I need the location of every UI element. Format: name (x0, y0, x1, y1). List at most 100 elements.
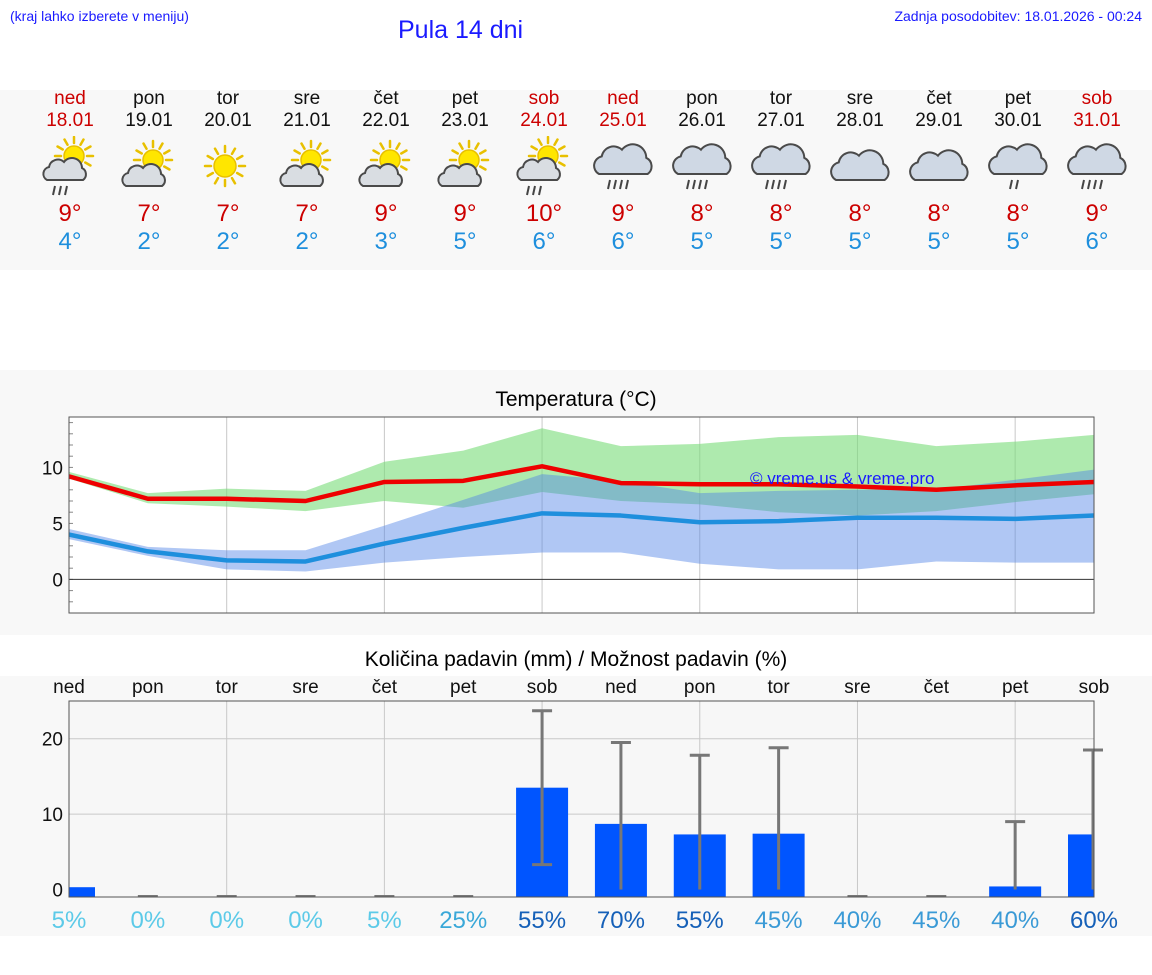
min-temp-line (68, 511, 1095, 564)
max-temp: 8° (690, 200, 714, 227)
day-name: pet (1004, 88, 1032, 109)
day-label: tor (768, 677, 791, 698)
max-temp: 10° (525, 200, 563, 227)
daily-forecast: ned 18.01 9° 4° pon 19.01 7° 2° tor 20.01 7° 2° sre 2… (30, 88, 1137, 256)
min-temp: 5° (1006, 228, 1030, 255)
day-column: čet 29.01 8° 5° (899, 88, 979, 256)
min-temp: 2° (295, 228, 319, 255)
day-label: čet (372, 677, 398, 698)
day-label: ned (605, 677, 637, 698)
y-tick-label: 0 (52, 880, 63, 901)
day-name: sre (846, 88, 874, 109)
max-temp: 8° (1006, 200, 1030, 227)
min-temp: 6° (611, 228, 635, 255)
min-temp: 5° (927, 228, 951, 255)
max-temp: 7° (295, 200, 319, 227)
rain-chance-label: 45% (912, 907, 960, 934)
y-tick-label: 20 (42, 730, 63, 751)
day-date: 27.01 (757, 110, 805, 131)
day-name: sre (293, 88, 321, 109)
cloud-icon (820, 132, 900, 200)
day-date: 22.01 (362, 110, 410, 131)
max-temp: 8° (927, 200, 951, 227)
rain-chance-label: 45% (755, 907, 803, 934)
day-name: sob (528, 88, 560, 109)
sun-cloud-rain-icon (30, 132, 110, 200)
day-label: tor (216, 677, 239, 698)
day-date: 21.01 (283, 110, 331, 131)
min-temp: 5° (690, 228, 714, 255)
rain-chance-label: 55% (518, 907, 566, 934)
plot-frame (68, 416, 1095, 614)
max-temp: 7° (137, 200, 161, 227)
day-date: 26.01 (678, 110, 726, 131)
day-label: sre (292, 677, 318, 698)
max-temp: 9° (374, 200, 398, 227)
day-label: pon (132, 677, 164, 698)
day-column: čet 22.01 9° 3° (346, 88, 426, 256)
day-label: čet (924, 677, 950, 698)
day-name: ned (54, 88, 86, 109)
day-date: 29.01 (915, 110, 963, 131)
sun-cloud-icon (109, 132, 189, 200)
rain-chance-label: 25% (439, 907, 487, 934)
day-name: tor (769, 88, 793, 109)
day-name: tor (216, 88, 240, 109)
min-temp: 2° (216, 228, 240, 255)
day-name: pon (133, 88, 165, 109)
region-menu-note[interactable]: (kraj lahko izberete v meniju) (10, 8, 189, 24)
rain-chance-label: 0% (209, 907, 244, 934)
min-temp: 2° (137, 228, 161, 255)
sun-cloud-icon (346, 132, 426, 200)
day-column: ned 25.01 9° 6° (583, 88, 663, 256)
plot-frame (68, 700, 1095, 898)
min-temp: 5° (848, 228, 872, 255)
max-temp: 7° (216, 200, 240, 227)
max-temp: 9° (453, 200, 477, 227)
rain-chance-label: 70% (597, 907, 645, 934)
rain-chance-label: 5% (52, 907, 87, 934)
cloud-rain-icon (741, 132, 821, 200)
min-temp: 5° (769, 228, 793, 255)
cloud-light-rain-icon (978, 132, 1058, 200)
min-temp: 6° (532, 228, 556, 255)
min-temp: 4° (58, 228, 82, 255)
day-column: tor 27.01 8° 5° (741, 88, 821, 256)
day-name: ned (607, 88, 639, 109)
max-temp: 8° (848, 200, 872, 227)
min-range-band (69, 469, 1094, 572)
min-temp: 5° (453, 228, 477, 255)
max-range-band (69, 428, 1094, 516)
rain-chance-label: 60% (1070, 907, 1118, 934)
day-date: 28.01 (836, 110, 884, 131)
day-column: sob 31.01 9° 6° (1057, 88, 1137, 256)
cloud-rain-icon (583, 132, 663, 200)
rain-chance-label: 0% (131, 907, 166, 934)
day-name: pon (686, 88, 718, 109)
day-column: sob 24.01 10° 6° (504, 88, 584, 256)
day-label: sob (1079, 677, 1110, 698)
precipitation-chart: ned pon tor sre čet pet sob ned pon tor sre čet pet s… (42, 677, 1118, 934)
sun-cloud-icon (425, 132, 505, 200)
day-date: 18.01 (46, 110, 94, 131)
precipitation-chart-title: Količina padavin (mm) / Možnost padavin … (364, 648, 788, 671)
min-temp: 6° (1085, 228, 1109, 255)
y-tick-label: 10 (42, 805, 63, 826)
rain-chance-label: 55% (676, 907, 724, 934)
day-name: čet (926, 88, 952, 109)
day-column: tor 20.01 7° 2° (188, 88, 268, 256)
day-column: pon 19.01 7° 2° (109, 88, 189, 256)
max-temp: 9° (58, 200, 82, 227)
day-date: 23.01 (441, 110, 489, 131)
cloud-rain-icon (662, 132, 742, 200)
rain-chance-label: 0% (288, 907, 323, 934)
cloud-icon (899, 132, 979, 200)
sun-cloud-rain-icon (504, 132, 584, 200)
rain-chance-label: 40% (833, 907, 881, 934)
day-column: ned 18.01 9° 4° (30, 88, 110, 256)
day-date: 19.01 (125, 110, 173, 131)
max-temp: 8° (769, 200, 793, 227)
sun-cloud-icon (267, 132, 347, 200)
day-label: pon (684, 677, 716, 698)
day-column: pet 23.01 9° 5° (425, 88, 505, 256)
